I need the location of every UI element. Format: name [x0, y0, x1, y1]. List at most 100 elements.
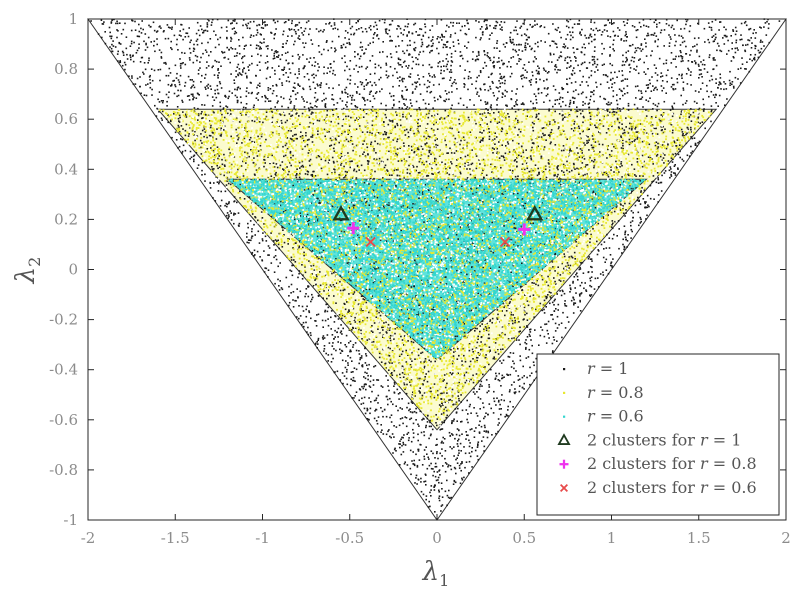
data-point [466, 34, 468, 36]
data-point [588, 149, 590, 151]
data-point [541, 136, 543, 138]
data-point [230, 73, 232, 75]
data-point [740, 34, 742, 36]
data-point [443, 412, 445, 414]
data-point [217, 39, 219, 41]
data-point [308, 61, 310, 63]
data-point [291, 23, 293, 25]
data-point [518, 129, 520, 131]
data-point [450, 77, 452, 79]
data-point [476, 77, 478, 79]
data-point [532, 103, 534, 105]
data-point [287, 52, 289, 54]
data-point [178, 118, 180, 120]
data-point [625, 209, 627, 211]
data-point [228, 201, 230, 203]
data-point [314, 279, 316, 281]
data-point [624, 93, 626, 95]
data-point [409, 419, 411, 421]
data-point [220, 128, 222, 130]
data-point [277, 21, 279, 23]
data-point [181, 125, 183, 127]
data-point [578, 173, 580, 175]
data-point [634, 140, 636, 142]
data-point [493, 148, 495, 150]
data-point [577, 219, 579, 221]
data-point [526, 343, 528, 345]
data-point [735, 52, 737, 54]
data-point [327, 318, 329, 320]
data-point [487, 109, 489, 111]
data-point [307, 174, 309, 176]
data-point [232, 28, 234, 30]
data-point [451, 71, 453, 73]
data-point [111, 36, 113, 38]
data-point [425, 446, 427, 448]
data-point [457, 336, 459, 338]
data-point [580, 113, 582, 115]
data-point [544, 27, 546, 29]
data-point [647, 33, 649, 35]
data-point [201, 29, 203, 31]
data-point [500, 28, 502, 30]
data-point [449, 435, 451, 437]
data-point [670, 168, 672, 170]
data-point [687, 155, 689, 157]
data-point [507, 406, 509, 408]
data-point [573, 312, 575, 314]
data-point [428, 117, 430, 119]
data-point [401, 79, 403, 81]
data-point [144, 62, 146, 64]
data-point [306, 22, 308, 24]
data-point [216, 97, 218, 99]
data-point [641, 187, 643, 189]
data-point [560, 280, 562, 282]
data-point [606, 247, 608, 249]
data-point [407, 172, 409, 174]
data-point [334, 371, 336, 373]
data-point [180, 67, 182, 69]
data-point [711, 91, 713, 93]
data-point [589, 256, 591, 258]
data-point [518, 379, 520, 381]
data-point [593, 90, 595, 92]
data-point [189, 158, 191, 160]
data-point [520, 360, 522, 362]
data-point [242, 37, 244, 39]
data-point [472, 193, 474, 195]
data-point [278, 65, 280, 67]
data-point [348, 116, 350, 118]
data-point [253, 21, 255, 23]
data-point [577, 65, 579, 67]
data-point [513, 381, 515, 383]
data-point [377, 143, 379, 145]
data-point [242, 25, 244, 27]
data-point [761, 48, 763, 50]
data-point [388, 137, 390, 139]
data-point [589, 285, 591, 287]
data-point [629, 128, 631, 130]
data-point [275, 255, 277, 257]
data-point [282, 161, 284, 163]
data-point [456, 88, 458, 90]
data-point [335, 49, 337, 51]
data-point [430, 50, 432, 52]
data-point [317, 343, 319, 345]
data-point [386, 132, 388, 134]
data-point [516, 63, 518, 65]
data-point [332, 342, 334, 344]
data-point [453, 355, 455, 357]
data-point [277, 102, 279, 104]
data-point [580, 84, 582, 86]
data-point [479, 388, 481, 390]
data-point [333, 168, 335, 170]
data-point [378, 312, 380, 314]
data-point [364, 348, 366, 350]
data-point [443, 47, 445, 49]
data-point [660, 76, 662, 78]
data-point [373, 341, 375, 343]
data-point [755, 45, 757, 47]
data-point [251, 253, 253, 255]
data-point [198, 164, 200, 166]
data-point [259, 121, 261, 123]
